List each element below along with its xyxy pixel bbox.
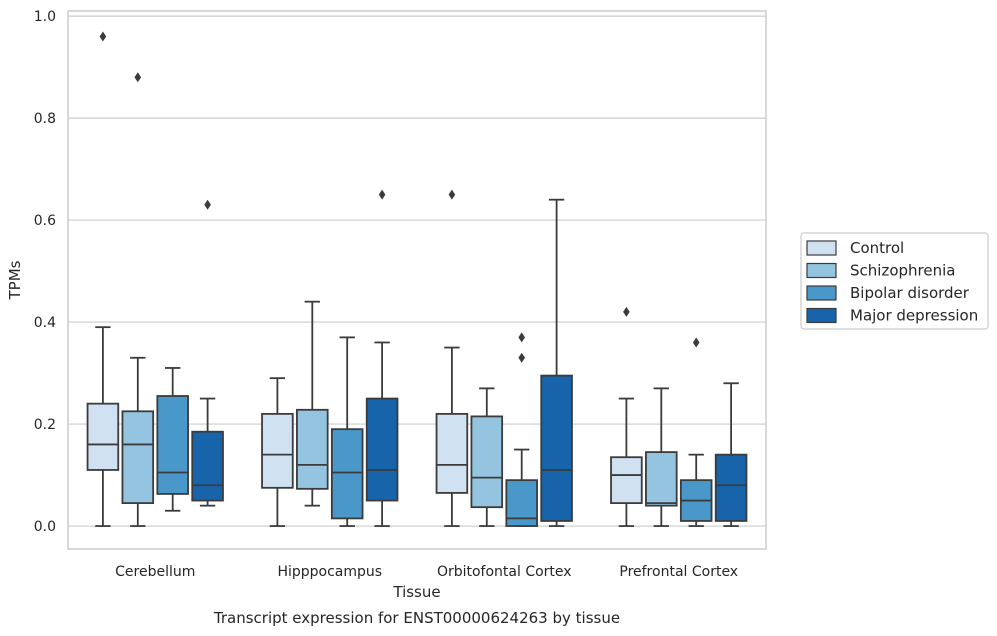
box-mark xyxy=(261,377,294,527)
legend-swatch xyxy=(806,285,837,301)
legend-item: Schizophrenia xyxy=(806,262,955,280)
outlier-point xyxy=(204,199,211,210)
legend-label: Major depression xyxy=(850,307,978,325)
legend: Control Schizophrenia Bipolar disorder Majo… xyxy=(800,232,989,330)
outlier-point xyxy=(378,189,386,200)
box-series xyxy=(86,31,748,527)
box-iqr xyxy=(470,415,504,509)
y-tick-label: 0.6 xyxy=(34,213,56,229)
box-iqr xyxy=(540,374,573,522)
y-tick-label: 0.8 xyxy=(34,111,56,127)
series-bipolar-disorder xyxy=(156,332,713,527)
y-tick-label: 0.0 xyxy=(34,519,56,535)
box-iqr xyxy=(330,428,364,520)
box-iqr xyxy=(191,430,224,502)
box-mark xyxy=(645,387,678,527)
box-mark xyxy=(296,300,329,507)
box-mark xyxy=(330,336,364,527)
box-mark xyxy=(121,72,155,527)
box-mark xyxy=(714,382,748,527)
box-mark xyxy=(156,367,189,512)
y-tick-label: 0.2 xyxy=(34,417,56,433)
y-tick-label: 1.0 xyxy=(34,9,56,25)
series-control xyxy=(86,31,643,527)
box-iqr xyxy=(714,453,748,522)
outlier-point xyxy=(134,72,142,83)
outlier-point xyxy=(623,306,630,317)
box-iqr xyxy=(156,395,189,495)
box-iqr xyxy=(121,410,155,505)
box-mark xyxy=(470,387,504,527)
legend-item: Bipolar disorder xyxy=(806,284,970,302)
x-axis-ticks: Cerebellum Hipppocampus Orbitofontal Corte… xyxy=(115,564,738,580)
legend-swatch xyxy=(806,262,837,279)
box-iqr xyxy=(86,402,120,471)
y-axis-ticks: 0.0 0.2 0.4 0.6 0.8 1.0 xyxy=(34,9,56,535)
box-mark xyxy=(191,199,224,507)
legend-item: Major depression xyxy=(806,307,978,325)
box-mark xyxy=(435,189,469,527)
series-major-depression xyxy=(191,189,748,527)
box-mark xyxy=(365,189,399,527)
figure-caption: Transcript expression for ENST0000062426… xyxy=(213,609,620,627)
outlier-point xyxy=(692,337,700,348)
box-mark xyxy=(610,306,643,527)
legend-swatch xyxy=(806,307,837,324)
legend-label: Schizophrenia xyxy=(850,262,955,280)
box-mark xyxy=(540,198,573,527)
x-tick-label: Hipppocampus xyxy=(277,564,382,580)
legend-label: Bipolar disorder xyxy=(850,284,970,302)
box-iqr xyxy=(365,397,399,502)
plot-area-frame xyxy=(67,10,767,550)
box-mark xyxy=(86,31,120,527)
legend-label: Control xyxy=(850,239,904,257)
box-iqr xyxy=(261,412,294,489)
x-axis-label: Tissue xyxy=(392,583,440,601)
x-tick-label: Prefrontal Cortex xyxy=(619,564,738,580)
outlier-point xyxy=(99,31,107,42)
box-iqr xyxy=(435,412,469,494)
series-schizophrenia xyxy=(121,72,678,527)
outlier-point xyxy=(518,352,525,363)
box-iqr xyxy=(645,451,678,507)
y-tick-label: 0.4 xyxy=(34,315,56,331)
outlier-point xyxy=(448,189,456,200)
legend-swatch xyxy=(806,240,837,256)
legend-item: Control xyxy=(806,239,904,257)
x-tick-label: Cerebellum xyxy=(115,564,195,580)
box-iqr xyxy=(296,408,329,490)
box-mark xyxy=(679,337,713,527)
outlier-point xyxy=(518,332,525,343)
x-tick-label: Orbitofontal Cortex xyxy=(437,564,572,580)
box-mark xyxy=(505,332,538,527)
y-axis-label: TPMs xyxy=(6,260,24,300)
legend-frame xyxy=(800,232,989,330)
box-iqr xyxy=(610,456,643,505)
